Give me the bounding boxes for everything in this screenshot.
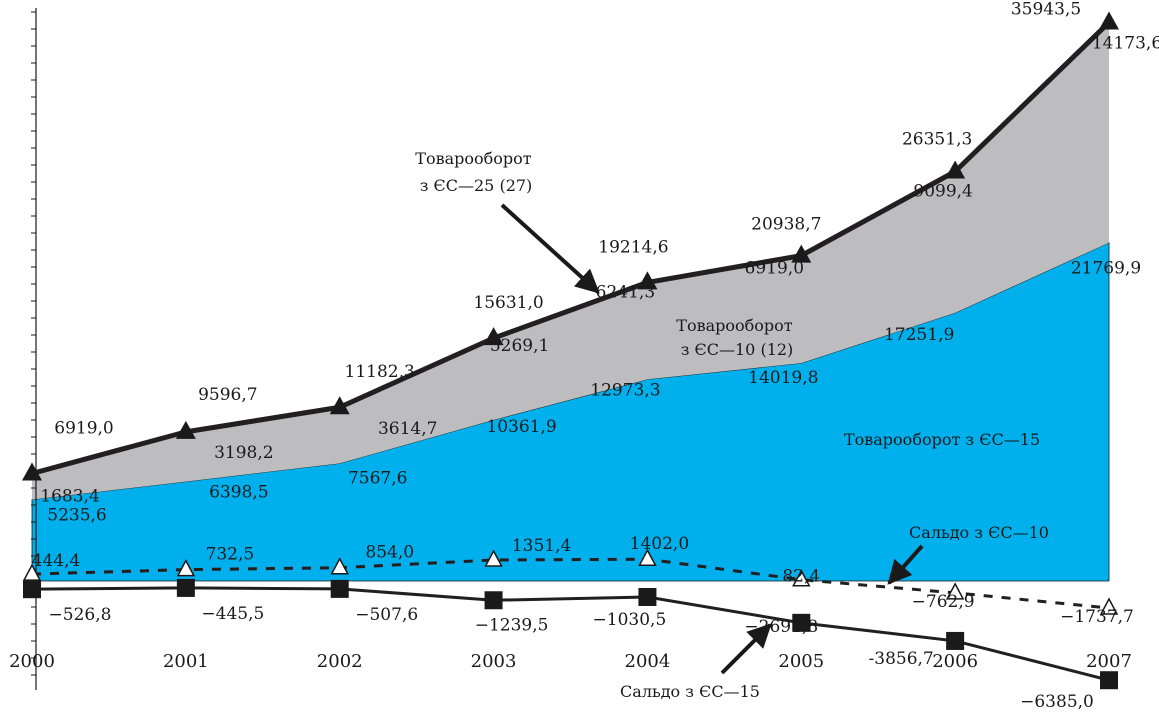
data-label-saldo15: −507,6 (355, 605, 418, 625)
data-label-saldo15: −526,8 (49, 605, 112, 625)
data-label-eu10: 6241,3 (596, 282, 655, 302)
line-eu25 (31, 20, 1111, 476)
marker-saldo15 (176, 578, 195, 597)
marker-eu25 (791, 244, 812, 263)
data-label-eu10: 3614,7 (378, 419, 437, 439)
data-label-eu15: 12973,3 (590, 380, 660, 400)
data-label-eu15: 6398,5 (209, 483, 268, 503)
data-label-saldo10: −762,9 (912, 592, 975, 612)
marker-saldo10 (330, 557, 349, 575)
annotations: Товарооборот з ЄС—25 (27) Товарооборот з… (415, 149, 1049, 701)
marker-eu25 (1099, 11, 1119, 30)
data-label-saldo10: 732,5 (206, 545, 255, 565)
marker-saldo10 (638, 548, 657, 566)
data-label-eu25: 6919,0 (54, 418, 113, 438)
data-label-eu25: 19214,6 (598, 237, 668, 257)
data-label-saldo15: -3856,7 (869, 649, 934, 669)
marker-saldo15 (1100, 671, 1118, 690)
data-label-eu15: 17251,9 (884, 325, 954, 345)
annotation-arrow-saldo10 (887, 544, 924, 585)
data-labels: 6919,0 9596,7 11182,3 15631,0 19214,6 20938,7… (32, 0, 1159, 712)
annotation-eu15: Товарооборот з ЄС—15 (844, 430, 1040, 449)
x-tick-label: 2007 (1086, 651, 1132, 672)
data-label-eu10: 9099,4 (913, 182, 972, 202)
annotation-arrow-saldo15 (720, 623, 772, 675)
data-label-saldo10: 1351,4 (512, 536, 571, 556)
data-label-eu15: 5235,6 (47, 506, 106, 526)
data-label-eu25: 26351,3 (902, 130, 972, 150)
marker-eu25 (483, 327, 504, 346)
marker-eu25 (22, 462, 42, 481)
data-label-eu10: 3198,2 (214, 443, 273, 463)
area-eu10 (32, 22, 1109, 500)
marker-eu25 (329, 396, 350, 415)
marker-saldo10 (22, 563, 42, 581)
data-label-eu15: 10361,9 (486, 417, 556, 437)
data-label-saldo10: 444,4 (32, 551, 81, 571)
data-label-eu25: 20938,7 (751, 215, 821, 235)
x-tick-label: 2004 (625, 651, 671, 672)
marker-saldo15 (23, 580, 41, 599)
data-label-eu15: 7567,6 (348, 468, 407, 488)
marker-saldo15 (330, 579, 349, 598)
annotation-saldo10: Сальдо з ЄС—10 (909, 523, 1049, 542)
marker-eu25 (637, 271, 658, 290)
marker-saldo10 (484, 549, 503, 567)
x-tick-label: 2006 (932, 651, 978, 672)
stacked-areas (31, 22, 1110, 582)
marker-eu25 (945, 160, 966, 179)
x-tick-label: 2001 (163, 651, 209, 672)
marker-saldo10 (176, 559, 196, 577)
marker-eu25 (175, 420, 196, 439)
data-label-saldo10: 854,0 (365, 543, 414, 563)
data-label-eu15: 14019,8 (748, 368, 818, 388)
marker-saldo15 (792, 613, 811, 632)
x-tick-label: 2003 (471, 651, 517, 672)
data-label-eu10: 1683,4 (40, 486, 99, 506)
data-label-saldo15: −1030,5 (593, 610, 667, 630)
annotation-eu25: Товарооборот з ЄС—25 (27) (415, 149, 536, 195)
x-tick-label: 2000 (9, 651, 55, 672)
line-saldo15 (31, 586, 1110, 682)
marker-saldo15 (484, 591, 503, 610)
marker-saldo10 (792, 569, 811, 587)
data-label-eu10: 14173,6 (1092, 33, 1159, 53)
x-tick-label: 2005 (778, 651, 824, 672)
series-lines (31, 20, 1111, 682)
x-tick-label: 2002 (317, 651, 363, 672)
marker-saldo10 (945, 582, 965, 600)
data-label-eu25: 15631,0 (473, 293, 543, 313)
data-label-saldo15: −445,5 (201, 604, 264, 624)
marker-saldo15 (946, 631, 965, 650)
marker-saldo10 (1099, 597, 1119, 615)
data-label-eu25: 35943,5 (1011, 0, 1081, 19)
series-markers (22, 11, 1119, 690)
marker-saldo15 (638, 588, 657, 607)
x-tick-labels: 2000 2001 2002 2003 2004 2005 2006 2007 (9, 651, 1132, 672)
data-label-saldo10: −1737,7 (1060, 607, 1134, 627)
annotation-eu10: Товарооборот з ЄС—10 (12) (676, 316, 797, 359)
data-label-saldo10: 82,4 (782, 567, 820, 587)
data-label-eu25: 11182,3 (345, 362, 415, 382)
annotation-arrow-eu25 (500, 203, 600, 294)
data-label-eu25: 9596,7 (198, 385, 257, 405)
data-label-eu15: 21769,9 (1071, 259, 1141, 279)
data-label-eu10: 6919,0 (745, 259, 804, 279)
data-label-saldo10: 1402,0 (630, 534, 689, 554)
annotation-saldo15: Сальдо з ЄС—15 (620, 682, 760, 701)
data-label-saldo15: −6385,0 (1020, 692, 1094, 712)
data-label-saldo15: −1239,5 (475, 615, 549, 635)
data-label-eu10: 5269,1 (490, 336, 549, 356)
data-label-saldo15: −2691,8 (744, 617, 818, 637)
